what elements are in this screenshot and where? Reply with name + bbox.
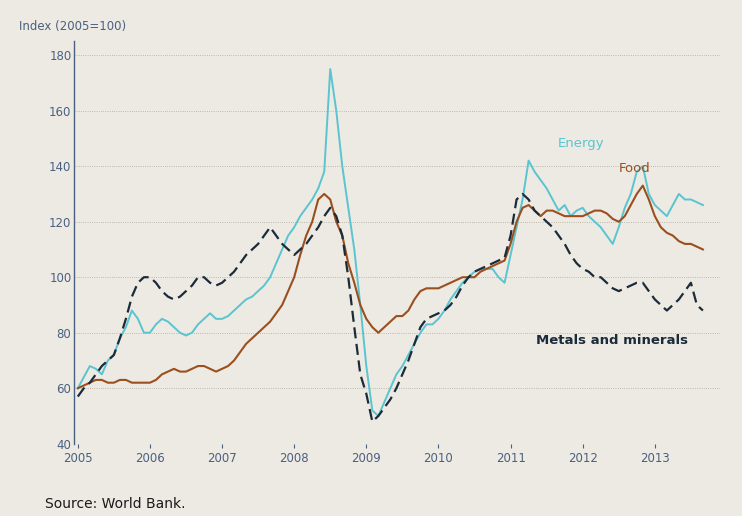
- Text: Food: Food: [619, 162, 651, 174]
- Text: Metals and minerals: Metals and minerals: [536, 334, 688, 347]
- Text: Index (2005=100): Index (2005=100): [19, 20, 126, 33]
- Text: Energy: Energy: [557, 137, 604, 150]
- Text: Source: World Bank.: Source: World Bank.: [45, 497, 185, 511]
